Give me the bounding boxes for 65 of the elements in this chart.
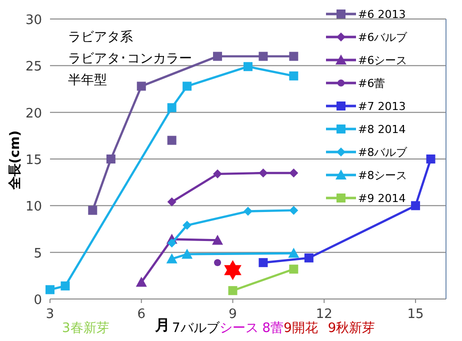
point [212, 234, 224, 245]
point [289, 71, 298, 80]
point [136, 82, 146, 91]
point [289, 168, 298, 178]
legend-label: #9 2014 [358, 192, 406, 205]
legend-label: #8バルブ [358, 146, 408, 159]
point [88, 206, 98, 215]
x-tick-label: 3 [46, 307, 54, 322]
point [244, 206, 252, 216]
point [182, 82, 192, 91]
x-tick-label: 6 [137, 307, 146, 322]
point [60, 281, 70, 290]
point [214, 259, 222, 266]
legend-label: #7 2013 [358, 100, 406, 113]
y-tick-label: 5 [34, 246, 42, 262]
point [258, 258, 268, 268]
point [46, 285, 54, 294]
point [426, 154, 436, 164]
text: 9開花 [284, 321, 318, 336]
annotation: 半年型 [68, 73, 107, 88]
x-tick-label: 12 [316, 307, 332, 322]
point [304, 253, 314, 262]
legend-label: #8シース [358, 169, 408, 182]
y-tick-label: 15 [25, 153, 42, 168]
point [182, 248, 193, 259]
point [136, 276, 147, 287]
text: 8蕾 [262, 321, 284, 336]
x-tick-label: 9 [228, 307, 237, 322]
legend-label: #6シース [358, 54, 408, 67]
legend-label: #6蕾 [358, 77, 386, 90]
point [258, 168, 268, 178]
x-tick-label: 15 [407, 307, 424, 322]
point [167, 197, 176, 206]
point [289, 206, 298, 215]
legend-label: #6 2013 [358, 8, 406, 21]
point [288, 248, 300, 258]
annotation: ラビアタ･コンカラー [68, 52, 192, 66]
point [244, 62, 252, 72]
text: 3春新芽 [62, 321, 110, 336]
annotation: ラビアタ系 [68, 30, 133, 45]
point [166, 253, 178, 264]
point [411, 201, 420, 210]
y-axis-title: 全長(cm) [8, 130, 23, 191]
text: 9秋新芽 [328, 321, 376, 336]
y-tick-label: 25 [25, 60, 42, 75]
y-tick-label: 10 [25, 200, 42, 215]
point [228, 286, 238, 296]
legend-label: #6バルブ [358, 31, 408, 44]
point [167, 238, 176, 248]
point [289, 264, 298, 274]
point [258, 52, 268, 61]
legend-label: #8 2014 [358, 123, 406, 136]
point [167, 103, 176, 112]
y-tick-label: 30 [25, 13, 42, 28]
x-axis-title: 月 [154, 316, 170, 334]
point [213, 52, 222, 61]
point [167, 136, 176, 145]
point [106, 154, 116, 164]
y-tick-label: 20 [25, 106, 42, 122]
y-tick-label: 0 [34, 293, 42, 308]
text: シース [219, 321, 258, 336]
point [213, 169, 222, 178]
point [182, 220, 192, 230]
point [289, 52, 298, 61]
text: 7バルブ [172, 321, 220, 336]
